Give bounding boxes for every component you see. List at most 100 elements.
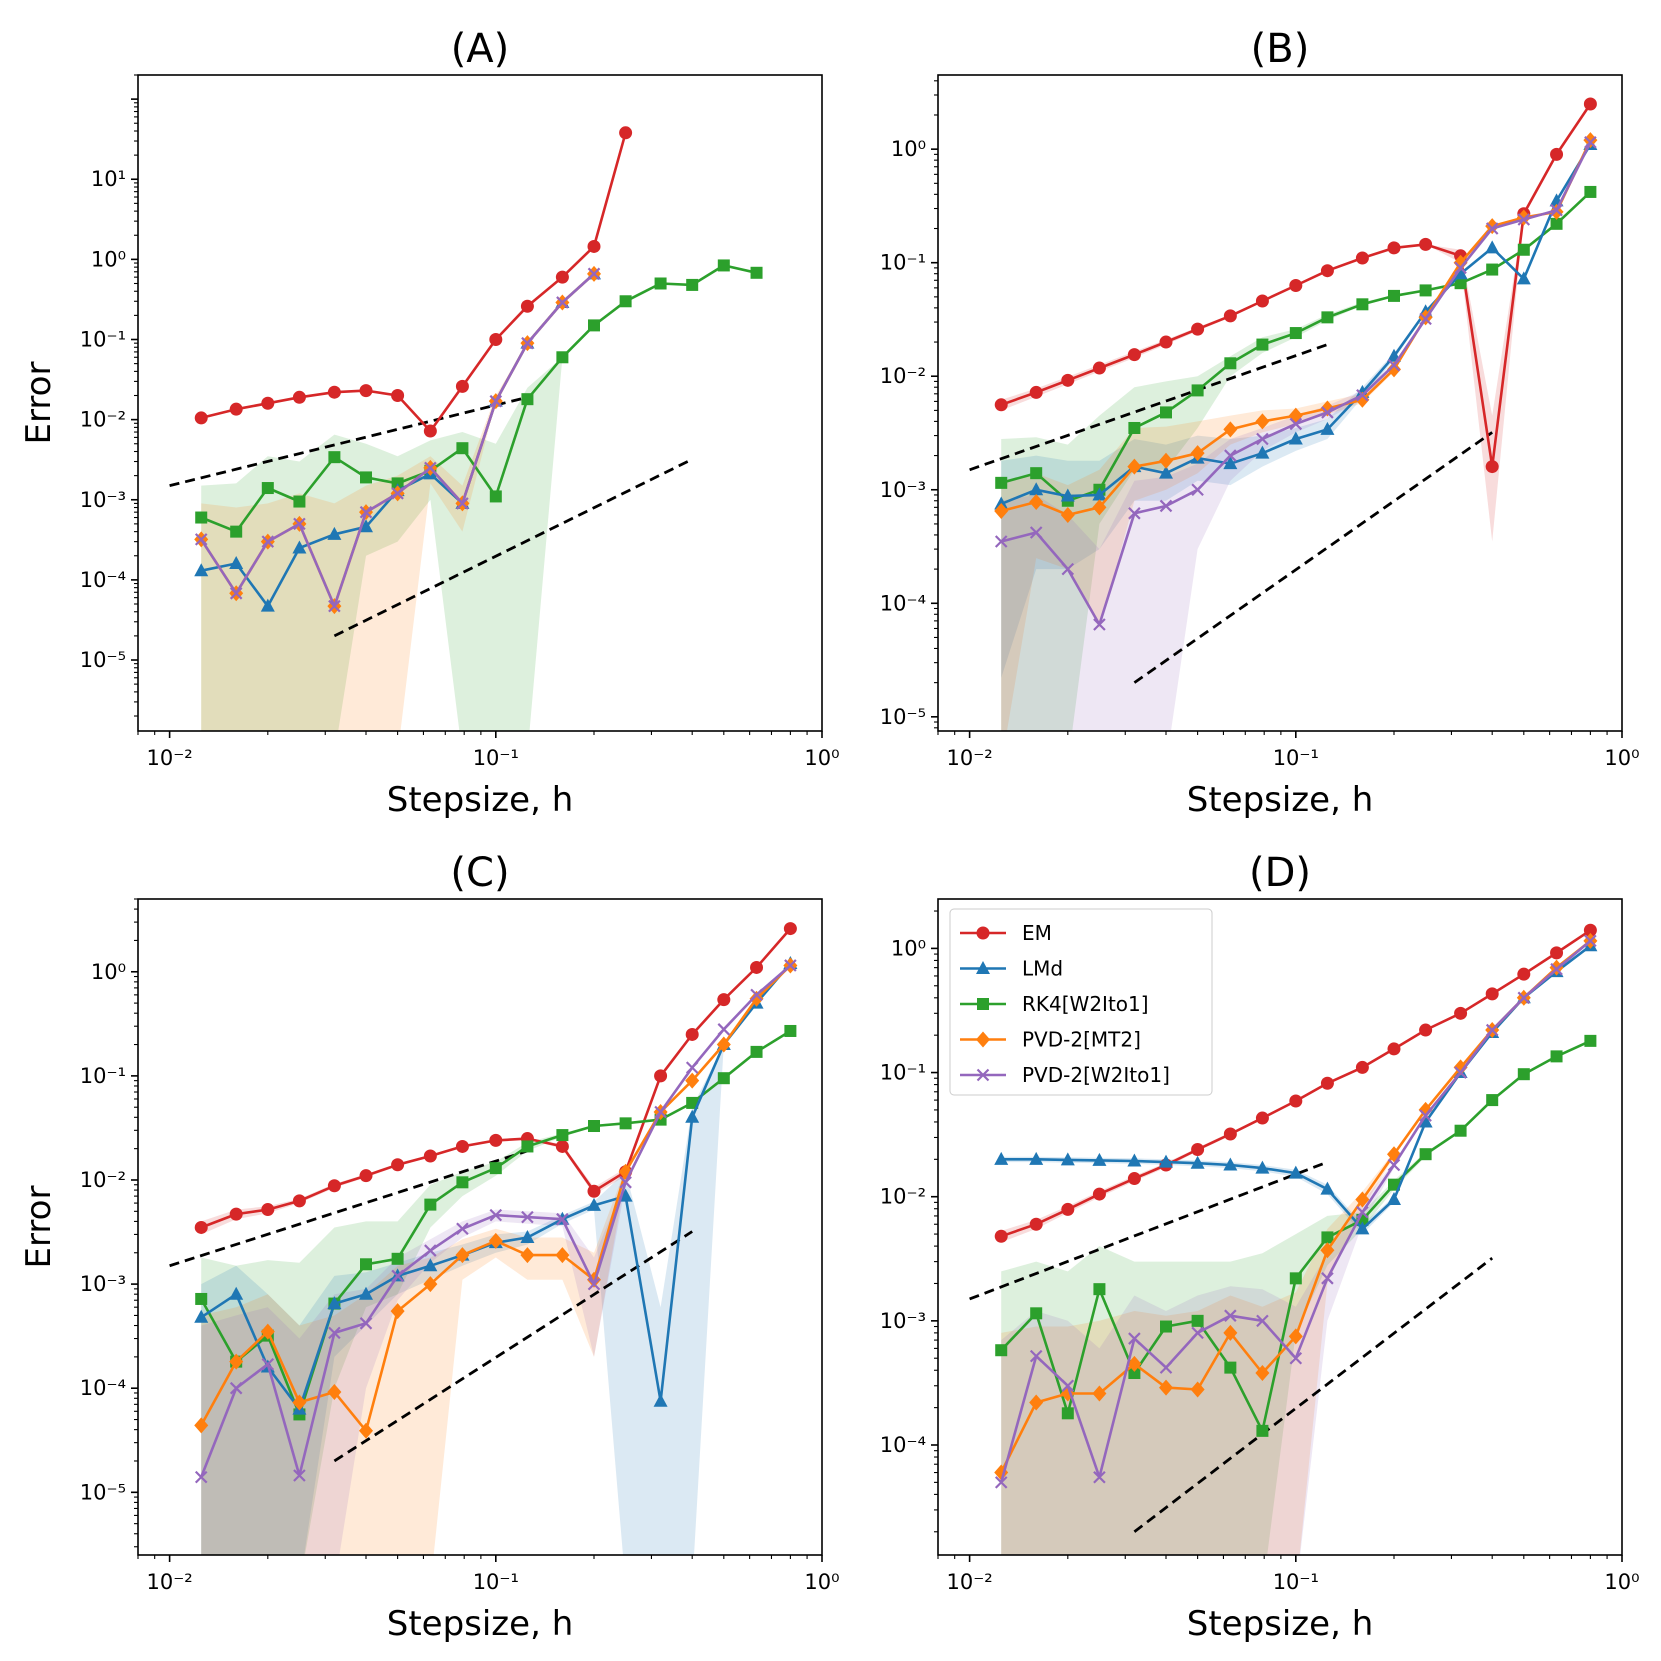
point-lmd bbox=[994, 496, 1009, 510]
point-pvd-2-w2ito1 bbox=[261, 535, 275, 548]
point-em bbox=[1127, 1172, 1141, 1186]
point-rk4-w2ito1 bbox=[588, 319, 600, 332]
x-tick-label: 10⁻¹ bbox=[1273, 1570, 1319, 1594]
y-tick-label: 10⁻³ bbox=[880, 1309, 926, 1333]
point-lmd bbox=[1387, 1191, 1401, 1205]
point-rk4-w2ito1 bbox=[1321, 1231, 1334, 1244]
point-pvd-2-mt2 bbox=[423, 1276, 438, 1293]
point-rk4-w2ito1 bbox=[1191, 1314, 1204, 1327]
point-lmd bbox=[1029, 482, 1044, 496]
point-rk4-w2ito1 bbox=[1093, 1283, 1106, 1296]
point-pvd-2-mt2 bbox=[1288, 1328, 1303, 1345]
point-em bbox=[292, 1194, 306, 1208]
point-lmd bbox=[1159, 465, 1173, 479]
point-pvd-2-w2ito1 bbox=[1224, 449, 1237, 462]
point-lmd bbox=[1320, 1181, 1335, 1195]
point-lmd bbox=[359, 519, 373, 533]
point-rk4-w2ito1 bbox=[1128, 1367, 1141, 1380]
point-em bbox=[229, 402, 243, 416]
point-lmd bbox=[1060, 1152, 1075, 1166]
point-pvd-2-w2ito1 bbox=[1485, 1023, 1499, 1037]
point-lmd bbox=[1255, 445, 1270, 459]
point-pvd-2-mt2 bbox=[488, 1232, 503, 1249]
point-em bbox=[1550, 946, 1564, 960]
legend-item-rk4-w2ito1: RK4[W2Ito1] bbox=[960, 992, 1149, 1016]
y-tick-label: 10⁻² bbox=[80, 1168, 126, 1192]
x-axis: 10⁻² 10⁻¹ 10⁰ bbox=[137, 731, 840, 770]
y-axis-label: Error bbox=[19, 362, 59, 445]
point-pvd-2-mt2 bbox=[292, 1394, 307, 1411]
x-axis: 10⁻² 10⁻¹ 10⁰ bbox=[937, 731, 1640, 770]
point-pvd-2-mt2 bbox=[1583, 132, 1598, 149]
band-rk4-w2ito1 bbox=[201, 265, 757, 731]
point-em bbox=[194, 1220, 208, 1234]
point-pvd-2-w2ito1 bbox=[1128, 507, 1141, 520]
y-tick-label: 10⁻⁴ bbox=[80, 568, 126, 592]
plot-area bbox=[969, 97, 1598, 731]
point-rk4-w2ito1 bbox=[717, 259, 730, 272]
point-em bbox=[619, 126, 633, 140]
point-pvd-2-w2ito1 bbox=[293, 1469, 306, 1482]
plot-area bbox=[169, 126, 763, 731]
point-rk4-w2ito1 bbox=[654, 277, 667, 290]
point-pvd-2-mt2 bbox=[1092, 1385, 1107, 1402]
point-lmd bbox=[1223, 1157, 1238, 1171]
y-tick-label: 10⁻² bbox=[80, 408, 126, 432]
point-pvd-2-mt2 bbox=[1060, 506, 1075, 523]
point-em bbox=[423, 1149, 437, 1163]
point-rk4-w2ito1 bbox=[230, 525, 243, 538]
panel-c: 10⁻² 10⁻¹ 10⁰ 10⁻⁵ 10⁻⁴ 10⁻³ 10⁻² 10⁻¹ 10⁰ (C) Ste… bbox=[19, 850, 840, 1644]
y-tick-label: 10⁰ bbox=[891, 936, 926, 960]
point-pvd-2-w2ito1 bbox=[1584, 934, 1597, 948]
point-rk4-w2ito1 bbox=[995, 1344, 1008, 1357]
point-pvd-2-w2ito1 bbox=[556, 1212, 569, 1226]
point-pvd-2-w2ito1 bbox=[994, 1476, 1008, 1489]
point-em bbox=[1029, 385, 1043, 399]
y-tick-label: 10⁻⁵ bbox=[80, 648, 126, 672]
point-em bbox=[1159, 335, 1173, 349]
point-rk4-w2ito1 bbox=[1030, 1307, 1043, 1320]
x-tick-label: 10⁻² bbox=[946, 1570, 992, 1594]
markers-em bbox=[994, 923, 1597, 1243]
point-pvd-2-mt2 bbox=[327, 1383, 342, 1400]
point-rk4-w2ito1 bbox=[261, 482, 274, 495]
point-pvd-2-w2ito1 bbox=[1321, 406, 1334, 419]
markers-rk4-w2ito1 bbox=[995, 1034, 1597, 1437]
point-pvd-2-w2ito1 bbox=[1387, 1158, 1401, 1172]
point-rk4-w2ito1 bbox=[1224, 1361, 1237, 1374]
point-pvd-2-w2ito1 bbox=[994, 535, 1008, 548]
point-pvd-2-w2ito1 bbox=[456, 497, 469, 510]
point-pvd-2-w2ito1 bbox=[391, 487, 404, 500]
point-em bbox=[1419, 237, 1433, 251]
point-em bbox=[194, 411, 208, 425]
point-em bbox=[1289, 278, 1303, 292]
point-pvd-2-mt2 bbox=[685, 1072, 700, 1089]
point-rk4-w2ito1 bbox=[619, 1117, 632, 1130]
point-pvd-2-w2ito1 bbox=[1517, 213, 1531, 226]
point-rk4-w2ito1 bbox=[1061, 1407, 1074, 1420]
x-axis-label: Stepsize, h bbox=[1187, 1604, 1374, 1644]
point-em bbox=[587, 1184, 601, 1198]
y-axis: 10⁻⁵ 10⁻⁴ 10⁻³ 10⁻² 10⁻¹ 10⁰ 10¹ bbox=[80, 74, 138, 717]
point-em bbox=[391, 389, 405, 403]
point-pvd-2-w2ito1 bbox=[1419, 1109, 1432, 1122]
point-rk4-w2ito1 bbox=[1388, 289, 1400, 302]
point-rk4-w2ito1 bbox=[686, 278, 699, 291]
band-em bbox=[1001, 930, 1591, 1243]
point-em bbox=[1191, 322, 1205, 336]
point-pvd-2-mt2 bbox=[1029, 494, 1044, 511]
x-tick-label: 10⁻² bbox=[946, 746, 992, 770]
point-em bbox=[717, 993, 731, 1007]
point-rk4-w2ito1 bbox=[1419, 284, 1432, 297]
point-rk4-w2ito1 bbox=[1454, 277, 1467, 290]
point-pvd-2-mt2 bbox=[1092, 499, 1107, 516]
point-em bbox=[994, 398, 1008, 412]
x-tick-label: 10⁰ bbox=[804, 746, 839, 770]
point-em bbox=[520, 299, 534, 313]
x-axis-label: Stepsize, h bbox=[387, 780, 574, 820]
point-rk4-w2ito1 bbox=[1256, 1424, 1269, 1437]
point-rk4-w2ito1 bbox=[1356, 298, 1369, 311]
point-lmd bbox=[1190, 1155, 1205, 1169]
point-em bbox=[1289, 1094, 1303, 1108]
point-pvd-2-w2ito1 bbox=[489, 1208, 503, 1222]
